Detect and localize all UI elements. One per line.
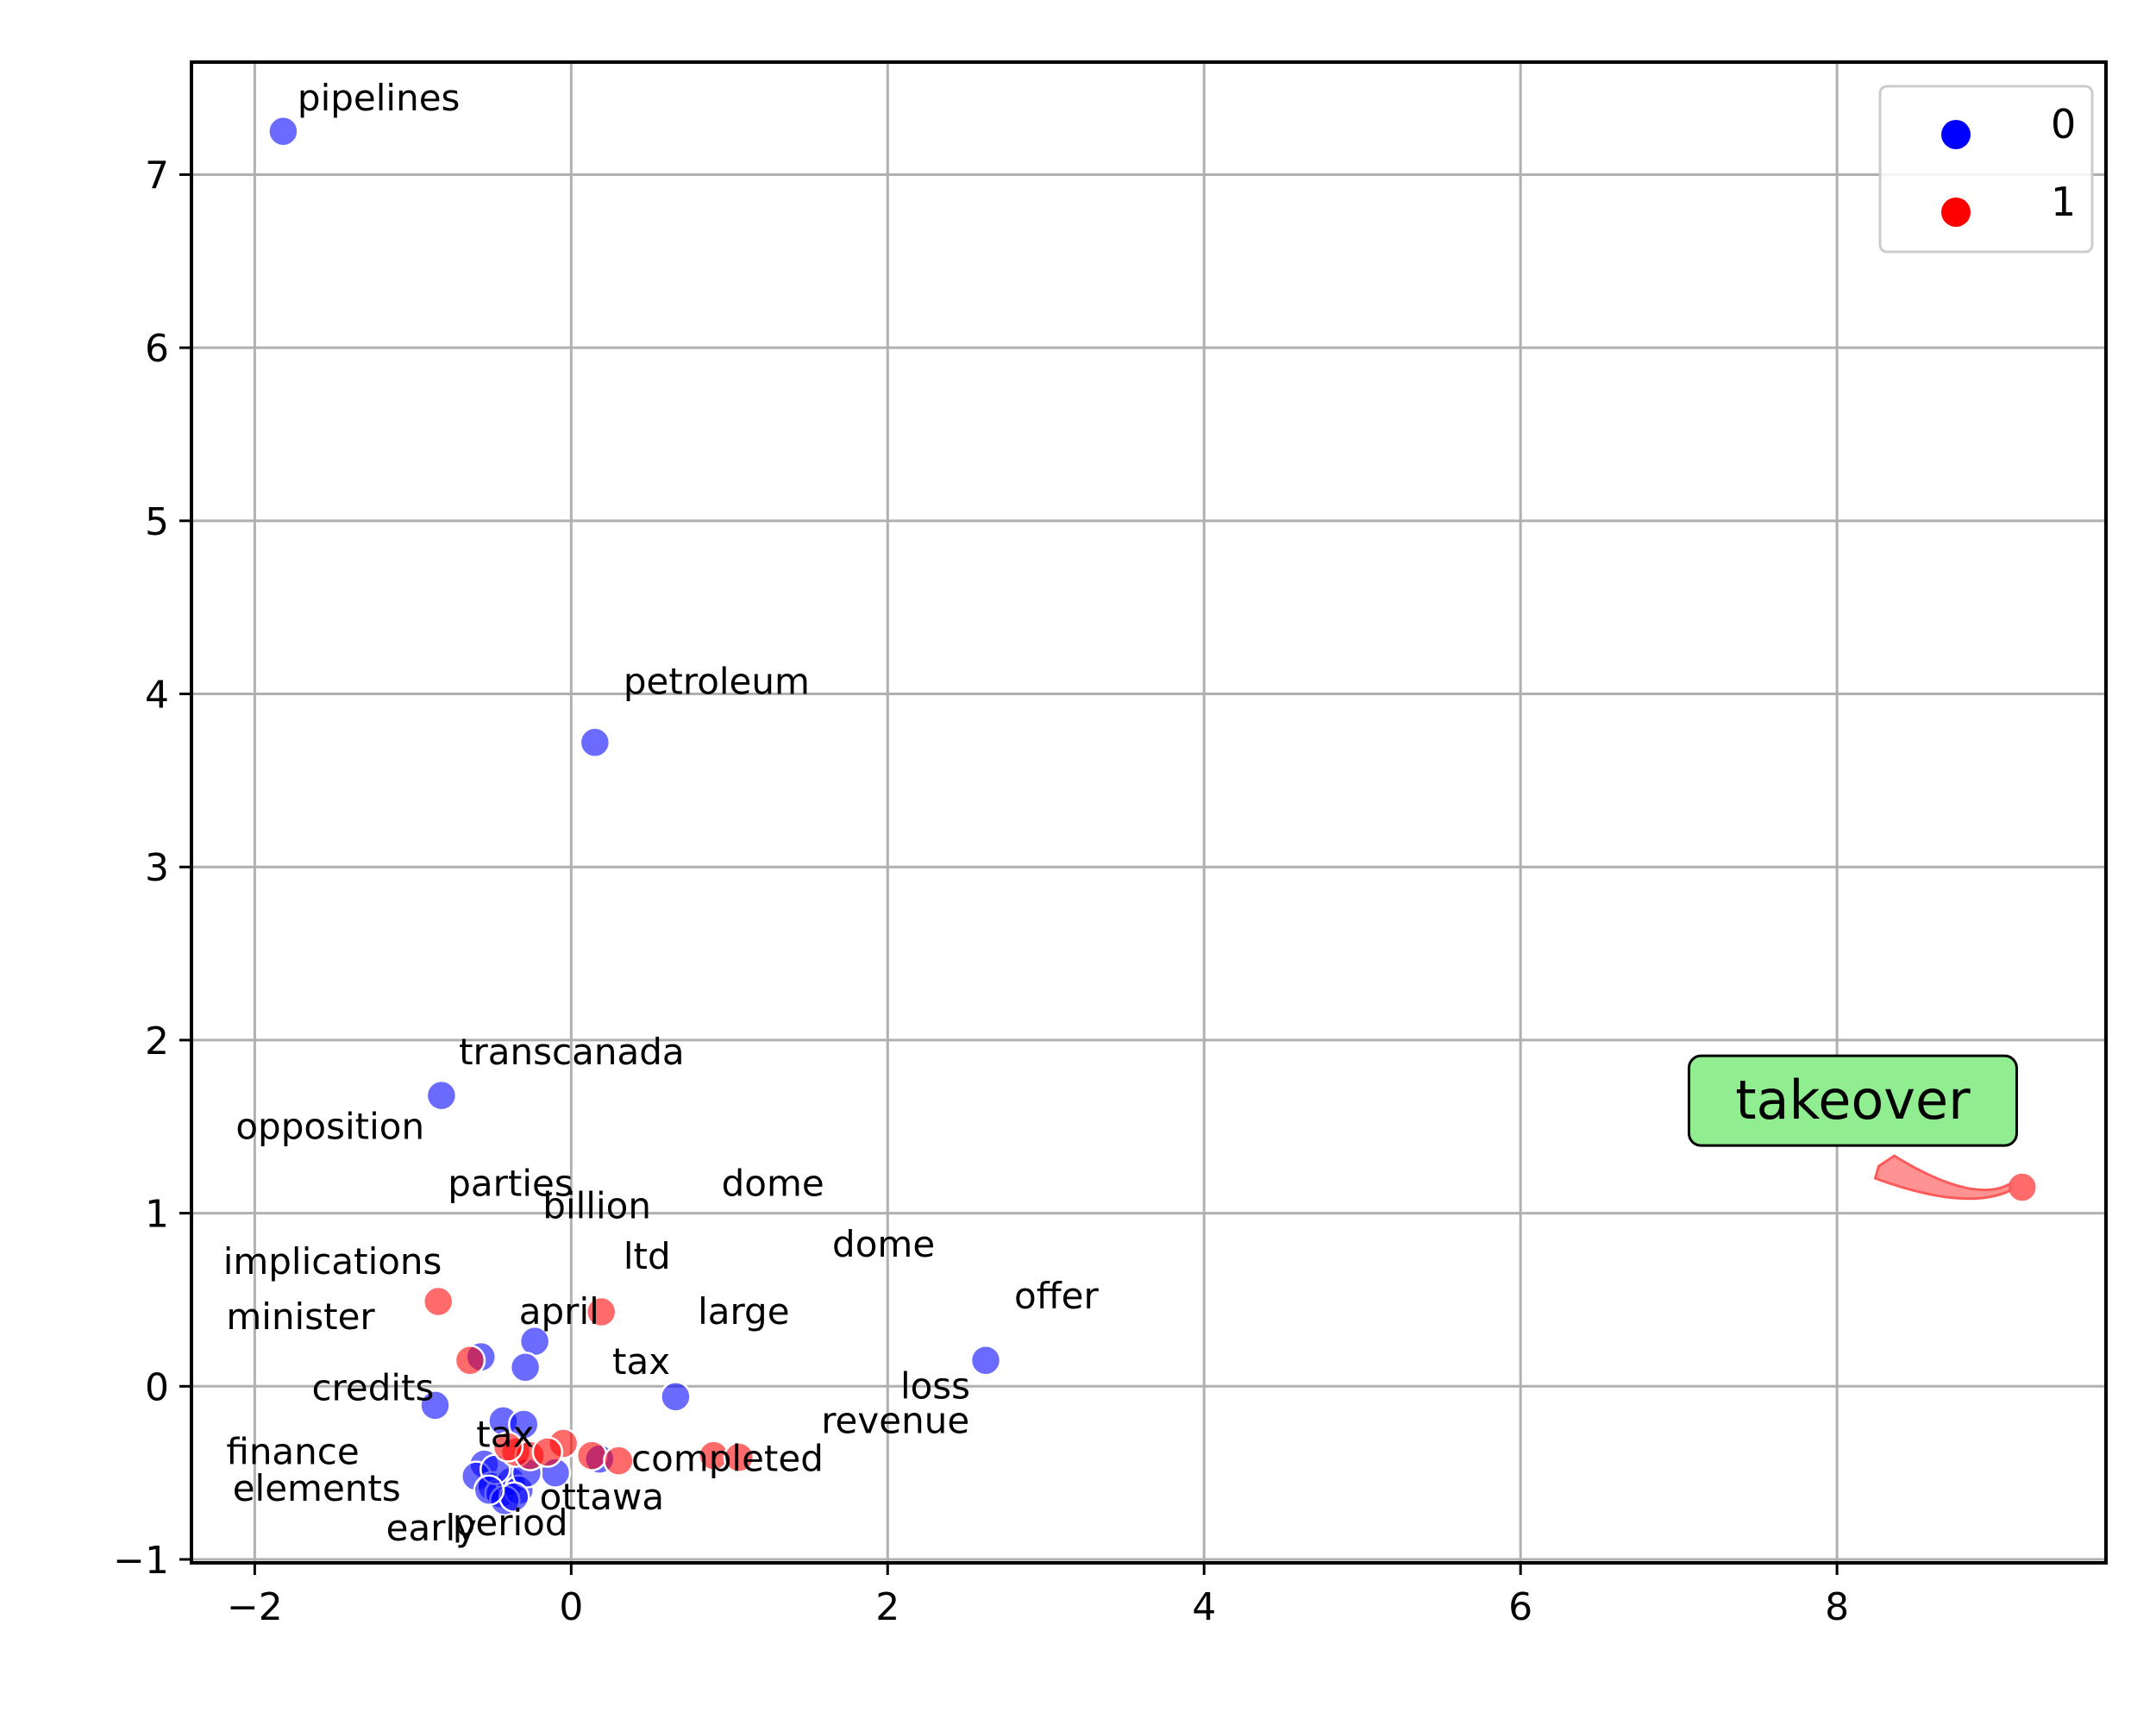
y-tick-label: 5 xyxy=(145,500,169,544)
legend-label-0: 0 xyxy=(2051,101,2076,147)
point-label: april xyxy=(519,1290,599,1333)
x-tick-label: 0 xyxy=(559,1585,583,1629)
series-0-point xyxy=(509,1351,542,1383)
point-label: offer xyxy=(1014,1275,1099,1317)
legend-box xyxy=(1878,85,2094,254)
callout-box xyxy=(1687,1054,2018,1147)
series-1-point xyxy=(531,1436,564,1468)
point-label: transcanada xyxy=(459,1031,685,1073)
point-label: dome xyxy=(832,1223,935,1265)
series-0-point xyxy=(473,1474,505,1506)
legend: 0 1 xyxy=(1878,85,2094,254)
series-1-point xyxy=(585,1295,617,1328)
point-label: dome xyxy=(722,1163,824,1205)
point-label: pipelines xyxy=(298,77,461,119)
x-tick-label: 8 xyxy=(1825,1585,1849,1629)
series-0-point xyxy=(579,726,611,758)
point-label: period xyxy=(453,1502,568,1544)
legend-marker-0 xyxy=(1941,120,1971,149)
series-1-point xyxy=(2006,1171,2039,1203)
legend-marker-1 xyxy=(1941,198,1971,227)
callout-label: takeover xyxy=(1735,1069,1971,1132)
point-label: tax xyxy=(476,1414,534,1456)
point-label: billion xyxy=(542,1185,651,1227)
takeover-callout: takeover xyxy=(1687,1054,2018,1201)
point-label: revenue xyxy=(821,1399,969,1441)
point-label: minister xyxy=(226,1295,375,1338)
point-labels: pipelines petroleum transcanada opposition p… xyxy=(223,77,1100,1549)
point-label: ltd xyxy=(624,1235,671,1277)
y-tick-label: 0 xyxy=(145,1365,169,1409)
y-tick-label: 4 xyxy=(145,674,169,718)
point-label: ottawa xyxy=(540,1476,664,1518)
point-label: large xyxy=(698,1290,789,1333)
point-label: elements xyxy=(233,1467,401,1509)
y-tick-label: 1 xyxy=(145,1193,169,1237)
point-label: credits xyxy=(311,1366,434,1408)
axis-ticks: −2 0 2 4 6 8 −1 0 1 2 3 4 5 6 7 xyxy=(113,154,1849,1629)
series-0-point xyxy=(660,1381,692,1413)
point-label: early xyxy=(386,1507,477,1549)
series-0-point xyxy=(419,1389,451,1421)
series-1-point xyxy=(723,1441,755,1473)
x-tick-label: 4 xyxy=(1192,1585,1216,1629)
y-tick-label: −1 xyxy=(113,1539,169,1583)
grid-lines xyxy=(191,62,2106,1563)
point-label: loss xyxy=(900,1364,970,1407)
point-label: finance xyxy=(226,1431,359,1473)
point-label: implications xyxy=(223,1240,442,1283)
x-tick-label: 2 xyxy=(875,1585,899,1629)
series-1-point xyxy=(575,1440,608,1471)
x-tick-label: −2 xyxy=(227,1585,283,1629)
series-0-point xyxy=(425,1079,458,1112)
point-label: opposition xyxy=(235,1105,424,1147)
series-0-point xyxy=(969,1344,1002,1377)
legend-label-1: 1 xyxy=(2051,179,2076,225)
callout-arrow xyxy=(1873,1154,2012,1201)
data-points xyxy=(267,116,2039,1517)
point-label: tax xyxy=(612,1340,670,1383)
series-1-point xyxy=(454,1344,486,1377)
y-tick-label: 2 xyxy=(145,1019,169,1063)
plot-frame xyxy=(190,60,2108,1565)
series-0-point xyxy=(267,116,299,147)
series-1-point xyxy=(492,1431,524,1463)
point-label: completed xyxy=(631,1438,824,1480)
series-1-point xyxy=(603,1445,635,1477)
series-1-point xyxy=(422,1285,454,1318)
y-tick-label: 7 xyxy=(145,154,169,198)
x-tick-label: 6 xyxy=(1508,1585,1532,1629)
y-tick-label: 6 xyxy=(145,327,169,371)
y-tick-label: 3 xyxy=(145,846,169,890)
point-label: parties xyxy=(448,1163,573,1205)
point-label: petroleum xyxy=(624,661,810,703)
